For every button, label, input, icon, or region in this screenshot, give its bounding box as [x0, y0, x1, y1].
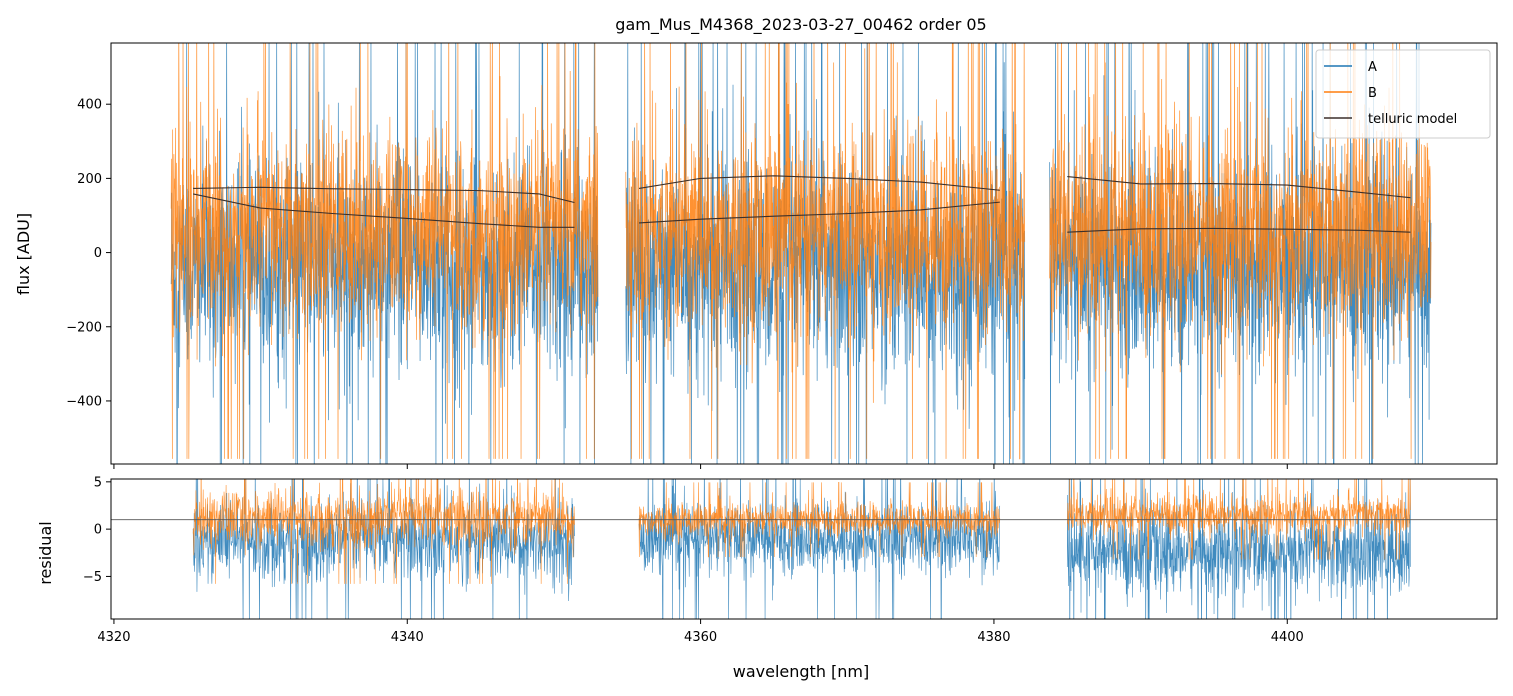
main-y-axis-label: flux [ADU] [14, 213, 33, 295]
telluric-line-4 [638, 201, 1000, 224]
x-axis-label: wavelength [nm] [733, 662, 870, 681]
residual-ytick-label-1: −5 [83, 570, 102, 585]
residual-b-trace-segment-3 [1066, 479, 1411, 560]
main-ytick-label-2: −200 [66, 320, 102, 335]
main-y-axis: −400 −200 0 200 400 [66, 98, 111, 409]
telluric-line-3 [638, 175, 1000, 191]
chart-title: gam_Mus_M4368_2023-03-27_00462 order 05 [615, 15, 986, 35]
legend-label-telluric: telluric model [1368, 112, 1457, 127]
main-x-ticks [113, 464, 1288, 469]
residual-y-axis-label: residual [36, 521, 55, 584]
residual-plot-frame [110, 478, 1498, 620]
residual-ytick-label-3: 5 [94, 475, 102, 490]
telluric-line-6 [1067, 227, 1411, 233]
telluric-line-1 [193, 186, 575, 204]
main-plot-frame [110, 42, 1498, 465]
residual-xtick-label-3: 4360 [684, 630, 717, 645]
residual-a-trace-segment-3 [1066, 479, 1411, 619]
residual-xtick-label-2: 4340 [391, 630, 424, 645]
main-ytick-label-5: 400 [77, 98, 102, 113]
residual-x-axis: 4320 4340 4360 4380 4400 [97, 619, 1304, 645]
legend: A B telluric model [1315, 49, 1491, 139]
series-b-trace-segment-3 [1049, 43, 1432, 459]
telluric-line-2 [193, 193, 575, 228]
legend-label-b: B [1368, 86, 1377, 101]
residual-xtick-label-1: 4320 [97, 630, 130, 645]
series-b-trace-segment-1 [170, 43, 599, 459]
main-series-b [170, 43, 1432, 460]
telluric-model-lines [193, 175, 1411, 233]
main-ytick-label-4: 200 [77, 172, 102, 187]
main-ytick-label-1: −400 [66, 394, 102, 409]
residual-y-axis: −5 0 5 [83, 475, 111, 585]
legend-box [1315, 49, 1491, 139]
telluric-line-5 [1067, 175, 1411, 199]
residual-ytick-label-2: 0 [94, 523, 102, 538]
residual-xtick-label-4: 4380 [977, 630, 1010, 645]
series-b-trace-segment-2 [625, 43, 1026, 460]
residual-xtick-label-5: 4400 [1271, 630, 1304, 645]
main-ytick-label-3: 0 [94, 246, 102, 261]
legend-label-a: A [1368, 60, 1377, 75]
